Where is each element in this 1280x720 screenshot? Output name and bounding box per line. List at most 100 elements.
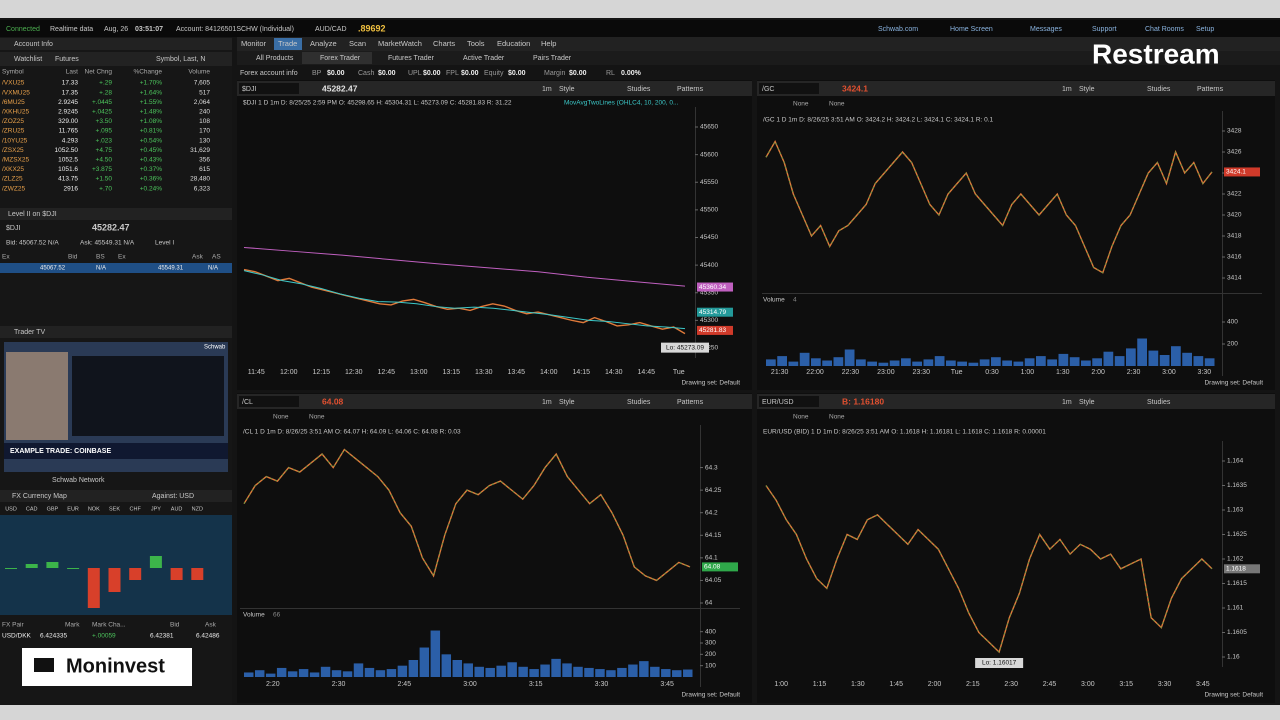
toolbar-button[interactable]: Studies: [1147, 86, 1171, 93]
sub-tab[interactable]: Futures Trader: [388, 55, 435, 62]
nav-tab[interactable]: Help: [541, 39, 556, 48]
label: JPY: [151, 506, 161, 512]
price-tag: [1224, 167, 1260, 177]
top-link[interactable]: Messages: [1030, 26, 1062, 33]
label: Ex: [2, 254, 10, 261]
volume-bar: [353, 663, 364, 677]
sub-tab[interactable]: Forex Trader: [320, 55, 361, 62]
y-tick-label: 45300: [700, 317, 718, 324]
fx-bar: [129, 568, 142, 580]
top-link[interactable]: Home Screen: [950, 26, 993, 33]
sub-tab[interactable]: All Products: [256, 55, 294, 62]
toolbar-button[interactable]: Style: [1079, 399, 1095, 406]
toolbar-button[interactable]: Patterns: [677, 86, 704, 93]
volume-bar: [386, 669, 397, 677]
toolbar-button[interactable]: Studies: [627, 86, 651, 93]
pane-divider: [240, 608, 740, 609]
volume-bar: [595, 669, 605, 677]
y-tick-label: 64.3: [705, 464, 718, 471]
x-tick-label: 13:30: [475, 369, 493, 376]
x-tick-label: 22:30: [842, 369, 860, 376]
toolbar-button[interactable]: Style: [559, 86, 575, 93]
y-tick-label: 45400: [700, 262, 718, 269]
label: FPL: [446, 70, 459, 77]
label: BP: [312, 70, 322, 77]
top-link[interactable]: Schwab.com: [878, 26, 918, 33]
label: Cash: [358, 70, 374, 77]
volume-bar: [901, 358, 911, 366]
label: /10YU25: [2, 137, 28, 144]
label: Lo: 1.16017: [982, 660, 1017, 667]
label: +.095: [96, 128, 113, 135]
nav-tab[interactable]: Trade: [278, 39, 297, 48]
nav-tab[interactable]: Education: [497, 39, 530, 48]
nav-tab[interactable]: Tools: [467, 39, 485, 48]
nav-bar: [237, 37, 1280, 51]
label: Margin: [544, 70, 566, 77]
label: +0.43%: [140, 157, 162, 164]
toolbar-button[interactable]: 1m: [1062, 399, 1072, 406]
nav-tab[interactable]: Scan: [349, 39, 366, 48]
top-link[interactable]: Setup: [1196, 26, 1214, 33]
price-line-shadow: [243, 449, 691, 581]
label: Mark: [65, 622, 80, 629]
top-link[interactable]: Chat Rooms: [1145, 26, 1184, 33]
volume-bar: [991, 357, 1001, 366]
toolbar-button[interactable]: Style: [559, 399, 575, 406]
video-person: [6, 352, 68, 440]
label: Level II on $DJI: [8, 211, 57, 218]
toolbar-button[interactable]: Patterns: [1197, 86, 1224, 93]
sub-tab[interactable]: Active Trader: [463, 55, 505, 62]
volume-bar: [452, 660, 463, 677]
y-tick-label: 45500: [700, 207, 718, 214]
label: None: [829, 414, 845, 421]
toolbar-button[interactable]: 1m: [542, 86, 552, 93]
nav-tab[interactable]: Analyze: [310, 39, 337, 48]
volume-bar: [1013, 361, 1024, 366]
toolbar-button[interactable]: Studies: [1147, 399, 1171, 406]
toolbar-button[interactable]: 1m: [1062, 86, 1072, 93]
label: GBP: [47, 506, 59, 512]
price-tag-label: 1.1618: [1226, 566, 1246, 573]
label: Schwab: [204, 345, 226, 351]
label: CHF: [130, 506, 142, 512]
toolbar-button[interactable]: Patterns: [677, 399, 704, 406]
nav-tab[interactable]: Monitor: [241, 39, 267, 48]
x-tick-label: 2:15: [966, 681, 980, 688]
caption-bar: [4, 443, 228, 459]
label: None: [273, 414, 289, 421]
volume-bar: [441, 654, 452, 677]
volume-bar: [254, 670, 265, 677]
volume-bar: [1182, 352, 1192, 366]
fx-bar: [149, 556, 162, 568]
label: Volume: [243, 612, 265, 619]
axis-line: [695, 107, 696, 358]
price-tag-label: 64.08: [704, 564, 721, 571]
volume-bar: [650, 666, 660, 677]
y-tick-label: 64.25: [705, 487, 722, 494]
y-tick-label: 45250: [700, 345, 718, 352]
toolbar-button[interactable]: Studies: [627, 399, 651, 406]
label: +0.81%: [140, 128, 162, 135]
label: 2.9245: [58, 109, 78, 116]
price-tag: [697, 325, 733, 335]
x-tick-label: 2:00: [1091, 369, 1105, 376]
toolbar-button[interactable]: Style: [1079, 86, 1095, 93]
label: /ZLZ25: [2, 176, 23, 183]
top-link[interactable]: Support: [1092, 26, 1117, 33]
volume-bar: [1126, 348, 1136, 366]
x-tick-label: 2:30: [332, 681, 346, 688]
label: +.023: [96, 137, 113, 144]
chart-pane: [237, 80, 752, 390]
label: FX Pair: [2, 622, 25, 629]
x-tick-label: 3:00: [1081, 681, 1095, 688]
nav-tab[interactable]: Charts: [433, 39, 455, 48]
toolbar-button[interactable]: 1m: [542, 399, 552, 406]
sub-nav: [237, 51, 1280, 65]
sub-tab[interactable]: Pairs Trader: [533, 55, 572, 62]
nav-tab[interactable]: MarketWatch: [378, 39, 422, 48]
label: +.0425: [92, 109, 112, 116]
x-tick-label: 12:15: [312, 369, 330, 376]
